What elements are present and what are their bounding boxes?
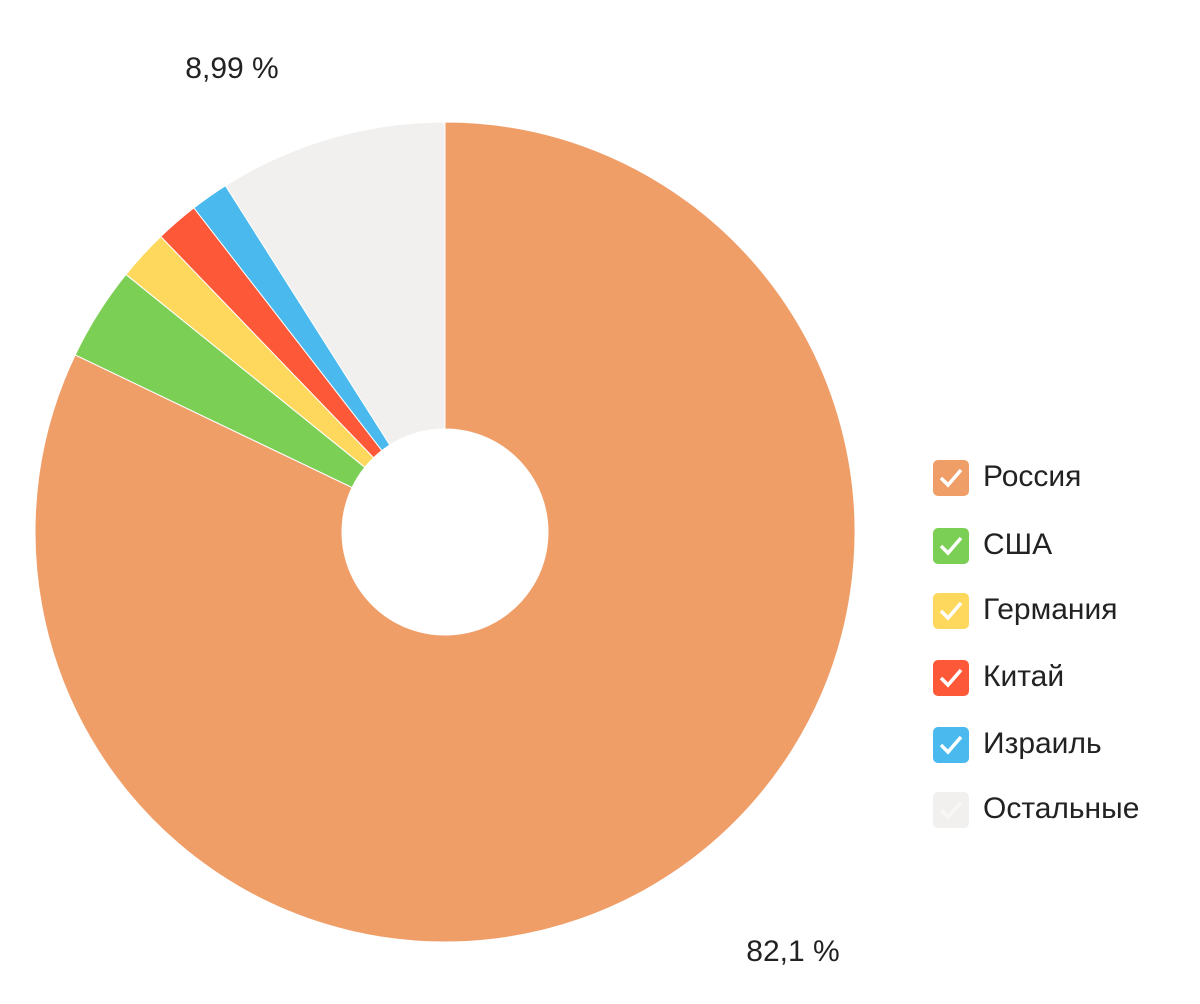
legend-check (939, 601, 963, 621)
legend-item[interactable]: Россия (933, 460, 1081, 496)
legend-label: Израиль (983, 727, 1102, 760)
legend-swatch (933, 528, 969, 564)
legend-swatch (933, 593, 969, 629)
value-label: 8,99 % (185, 52, 278, 85)
legend-check (939, 668, 963, 688)
legend-check (939, 536, 963, 556)
legend-item[interactable]: Китай (933, 660, 1064, 696)
legend-check (939, 800, 963, 820)
legend-swatch (933, 660, 969, 696)
legend-check (939, 468, 963, 488)
legend-item[interactable]: Остальные (933, 792, 1139, 828)
legend-swatch (933, 460, 969, 496)
legend-label: Остальные (983, 792, 1139, 825)
legend-swatch (933, 792, 969, 828)
slice (34, 121, 856, 943)
legend-swatch (933, 727, 969, 763)
legend-item[interactable]: США (933, 528, 1052, 564)
legend-item[interactable]: Германия (933, 593, 1118, 629)
legend-label: Китай (983, 660, 1064, 693)
slice (224, 121, 446, 446)
value-label: 82,1 % (746, 935, 839, 968)
legend-label: Россия (983, 460, 1081, 493)
legend-label: США (983, 528, 1052, 561)
legend-item[interactable]: Израиль (933, 727, 1102, 763)
legend-check (939, 735, 963, 755)
legend-label: Германия (983, 593, 1118, 626)
